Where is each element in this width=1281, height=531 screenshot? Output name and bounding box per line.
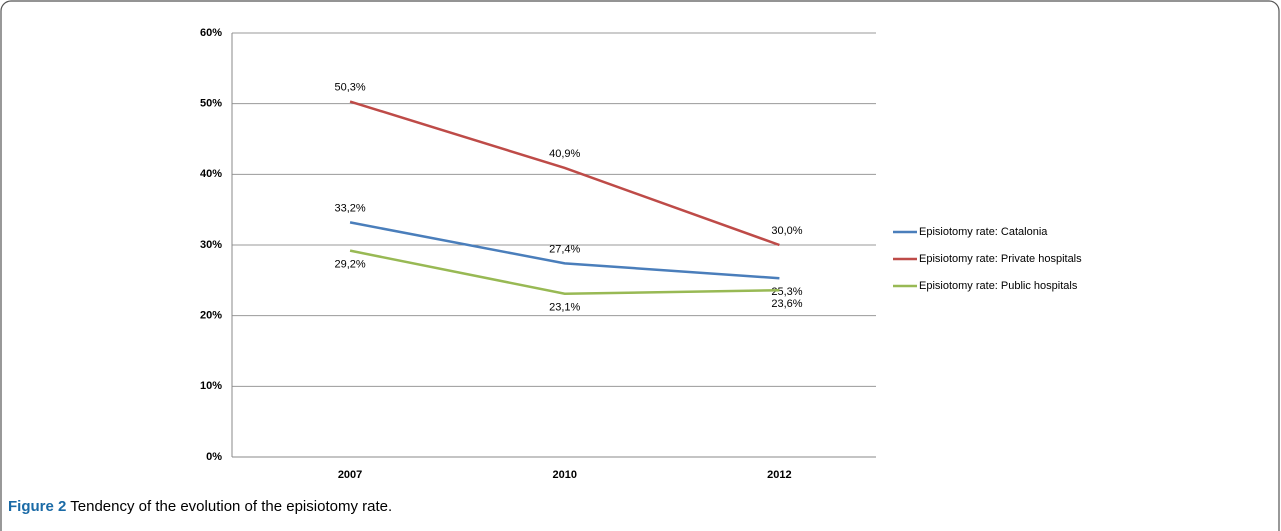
data-label: 23,6% — [771, 298, 802, 310]
y-tick-label: 60% — [200, 27, 222, 39]
y-tick-label: 20% — [200, 310, 222, 322]
y-tick-label: 30% — [200, 239, 222, 251]
x-tick-label: 2012 — [767, 469, 791, 481]
legend-label: Episiotomy rate: Catalonia — [919, 226, 1048, 238]
data-label: 40,9% — [549, 148, 580, 160]
x-tick-label: 2010 — [552, 469, 576, 481]
legend-label: Episiotomy rate: Public hospitals — [919, 280, 1078, 292]
x-tick-label: 2007 — [338, 469, 362, 481]
y-tick-label: 50% — [200, 98, 222, 110]
y-tick-label: 0% — [206, 451, 222, 463]
series-line — [349, 249, 780, 296]
caption: Figure 2 Tendency of the evolution of th… — [8, 498, 392, 515]
data-label: 25,3% — [771, 286, 802, 298]
data-label: 30,0% — [771, 225, 802, 237]
y-tick-label: 40% — [200, 168, 222, 180]
series-line — [349, 221, 780, 280]
data-label: 50,3% — [334, 81, 365, 93]
data-label: 23,1% — [549, 302, 580, 314]
figure-label: Figure 2 — [8, 498, 67, 515]
caption-text: Tendency of the evolution of the episiot… — [70, 498, 393, 515]
data-label: 27,4% — [549, 243, 580, 255]
y-tick-label: 10% — [200, 380, 222, 392]
series-line — [349, 100, 780, 247]
data-label: 29,2% — [334, 259, 365, 271]
data-label: 33,2% — [334, 202, 365, 214]
legend-label: Episiotomy rate: Private hospitals — [919, 253, 1082, 265]
